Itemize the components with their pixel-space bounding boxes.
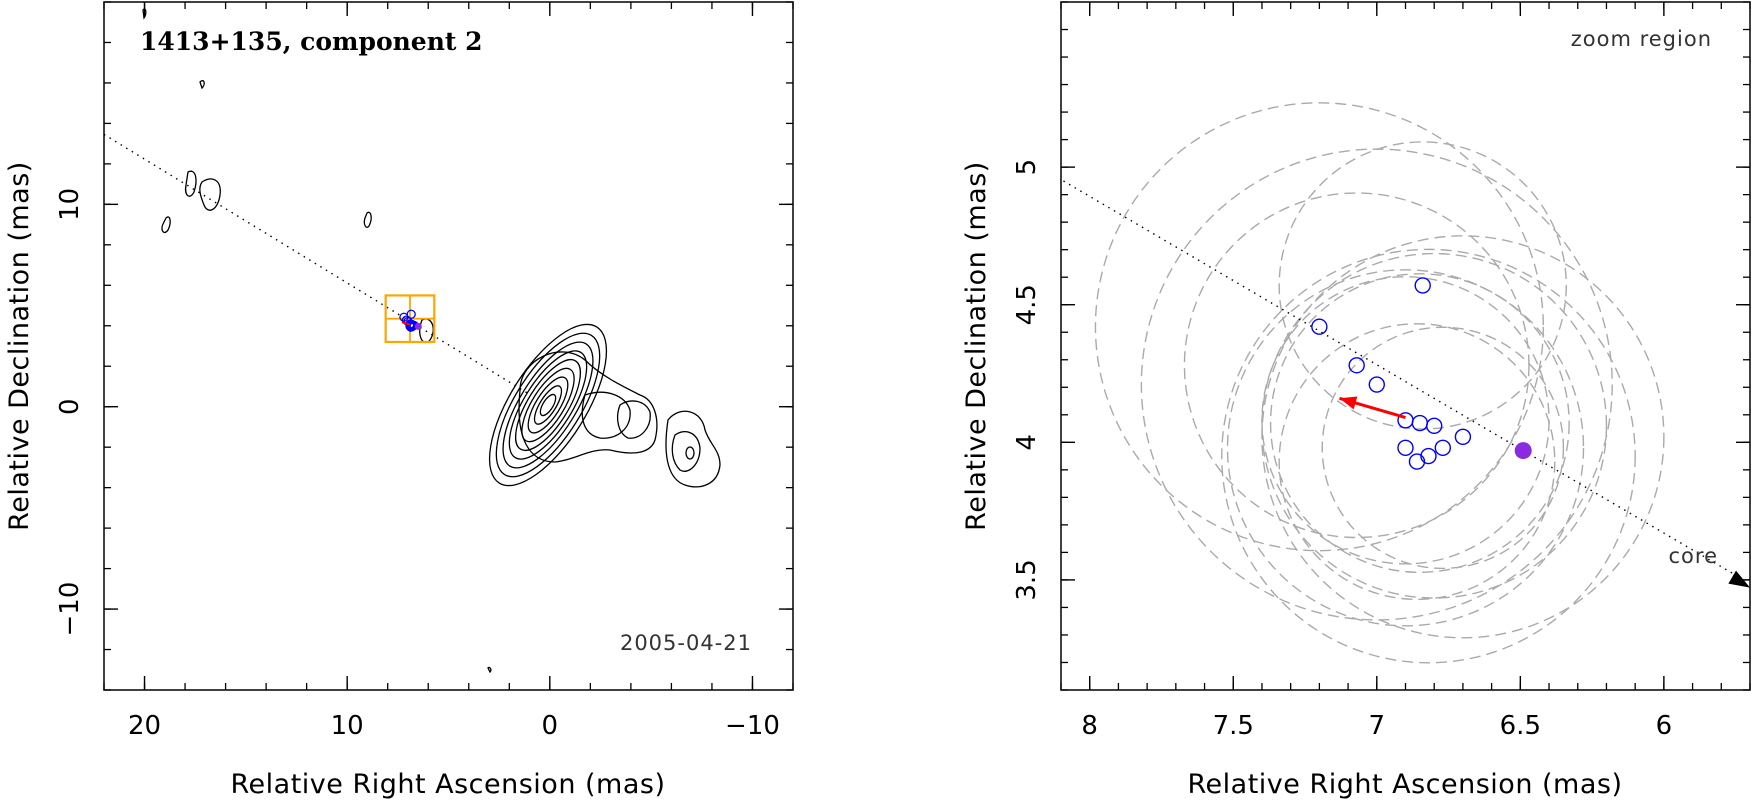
right-component-markers bbox=[1311, 277, 1532, 470]
y-tick-label: 3.5 bbox=[1012, 559, 1042, 600]
y-tick-label: 0 bbox=[55, 398, 85, 415]
right-jet-axis bbox=[1061, 178, 1736, 576]
y-tick-label: 4.5 bbox=[1012, 284, 1042, 325]
contour-level bbox=[495, 332, 601, 478]
x-tick-label: 6 bbox=[1656, 711, 1673, 741]
component-marker bbox=[1426, 417, 1443, 435]
jet-contour bbox=[518, 351, 658, 463]
component-marker bbox=[1311, 318, 1328, 335]
component-marker bbox=[1434, 439, 1452, 457]
epoch-date-label: 2005-04-21 bbox=[620, 631, 752, 655]
component-marker bbox=[1420, 447, 1437, 465]
uncertainty-circle bbox=[1140, 148, 1613, 621]
right-x-axis-label: Relative Right Ascension (mas) bbox=[1187, 769, 1622, 800]
contour-level bbox=[539, 393, 557, 417]
right-zoom-plot bbox=[1061, 102, 1750, 664]
left-jet-axis bbox=[104, 133, 530, 395]
contour-level bbox=[521, 367, 575, 443]
jet-contour bbox=[671, 431, 701, 472]
x-tick-label: −10 bbox=[725, 711, 780, 741]
isolated-contour bbox=[184, 170, 197, 197]
left-plot-title: 1413+135, component 2 bbox=[140, 27, 483, 56]
right-plot-frame bbox=[1060, 1, 1751, 691]
left-axis-ticks bbox=[103, 1, 794, 691]
x-tick-label: 8 bbox=[1081, 711, 1098, 741]
velocity-arrow-small bbox=[401, 321, 411, 326]
jet-contour bbox=[665, 410, 721, 488]
contour-level bbox=[527, 376, 569, 434]
contour-level bbox=[488, 323, 608, 487]
contour-level bbox=[514, 358, 582, 452]
mean-position-marker bbox=[1514, 442, 1532, 460]
right-tick-labels: 8 7.5 7 6.5 6 5 4.5 4 3.5 bbox=[1012, 159, 1672, 741]
uncertainty-circle bbox=[1278, 323, 1556, 601]
component-marker bbox=[1368, 376, 1385, 393]
left-y-axis-label: Relative Declination (mas) bbox=[4, 161, 35, 531]
core-direction-arrow bbox=[1728, 570, 1750, 588]
uncertainty-circle bbox=[1261, 276, 1550, 565]
zoom-region-label: zoom region bbox=[1571, 27, 1712, 51]
core-arrow-head bbox=[1728, 570, 1750, 588]
component-marker bbox=[1397, 439, 1414, 457]
core-label: core bbox=[1669, 544, 1719, 568]
uncertainty-circle bbox=[1261, 252, 1608, 599]
jet-contour bbox=[581, 391, 631, 439]
right-panel: zoom region core 8 7.5 7 6.5 6 5 4.5 4 3.5 Relat… bbox=[961, 1, 1751, 800]
right-y-axis-label: Relative Declination (mas) bbox=[961, 161, 992, 531]
y-tick-label: 5 bbox=[1012, 159, 1042, 176]
contour-level bbox=[533, 385, 563, 425]
x-tick-label: 20 bbox=[128, 711, 161, 741]
component-marker bbox=[1408, 453, 1426, 470]
left-plot-frame bbox=[103, 1, 794, 691]
component-marker bbox=[1348, 357, 1365, 374]
isolated-contour bbox=[199, 80, 205, 90]
right-axis-ticks bbox=[1060, 1, 1751, 691]
left-panel: 1413+135, component 2 2005-04-21 20 10 0 −1… bbox=[4, 1, 794, 800]
component-uncertainty-circles bbox=[1094, 102, 1665, 664]
uncertainty-circle bbox=[1221, 248, 1636, 664]
mean-position-marker bbox=[414, 322, 422, 330]
uncertainty-circle bbox=[1278, 141, 1567, 430]
uncertainty-circle bbox=[1321, 326, 1565, 570]
component-marker bbox=[406, 322, 416, 332]
uncertainty-circle bbox=[1261, 235, 1665, 639]
x-tick-label: 7.5 bbox=[1213, 711, 1254, 741]
left-x-axis-label: Relative Right Ascension (mas) bbox=[230, 769, 665, 800]
x-tick-label: 6.5 bbox=[1500, 711, 1541, 741]
velocity-arrow-head bbox=[1339, 396, 1358, 410]
contour-level bbox=[508, 350, 588, 460]
uncertainty-circle bbox=[1094, 102, 1544, 552]
contour-level bbox=[502, 341, 594, 469]
uncertainty-circle bbox=[1183, 192, 1530, 539]
isolated-contour bbox=[363, 211, 372, 228]
y-tick-label: −10 bbox=[55, 582, 85, 637]
isolated-contour bbox=[161, 216, 171, 234]
isolated-contour bbox=[487, 666, 492, 674]
velocity-arrow bbox=[1339, 396, 1406, 419]
left-tick-labels: 20 10 0 −10 10 0 −10 bbox=[55, 188, 780, 741]
uncertainty-circle bbox=[1226, 269, 1585, 627]
x-tick-label: 7 bbox=[1369, 711, 1386, 741]
component-marker bbox=[1414, 277, 1431, 294]
core-contours bbox=[142, 8, 721, 674]
component-marker bbox=[1454, 428, 1472, 446]
uncertainty-circle bbox=[1269, 273, 1570, 574]
isolated-contour bbox=[199, 178, 221, 211]
left-contour-map bbox=[104, 8, 721, 674]
x-tick-label: 10 bbox=[331, 711, 364, 741]
jet-contour bbox=[685, 446, 695, 460]
left-component-markers bbox=[399, 309, 422, 332]
isolated-contour bbox=[419, 318, 434, 344]
jet-contour bbox=[617, 400, 651, 439]
y-tick-label: 10 bbox=[55, 188, 85, 221]
y-tick-label: 4 bbox=[1012, 434, 1042, 451]
x-tick-label: 0 bbox=[542, 711, 559, 741]
